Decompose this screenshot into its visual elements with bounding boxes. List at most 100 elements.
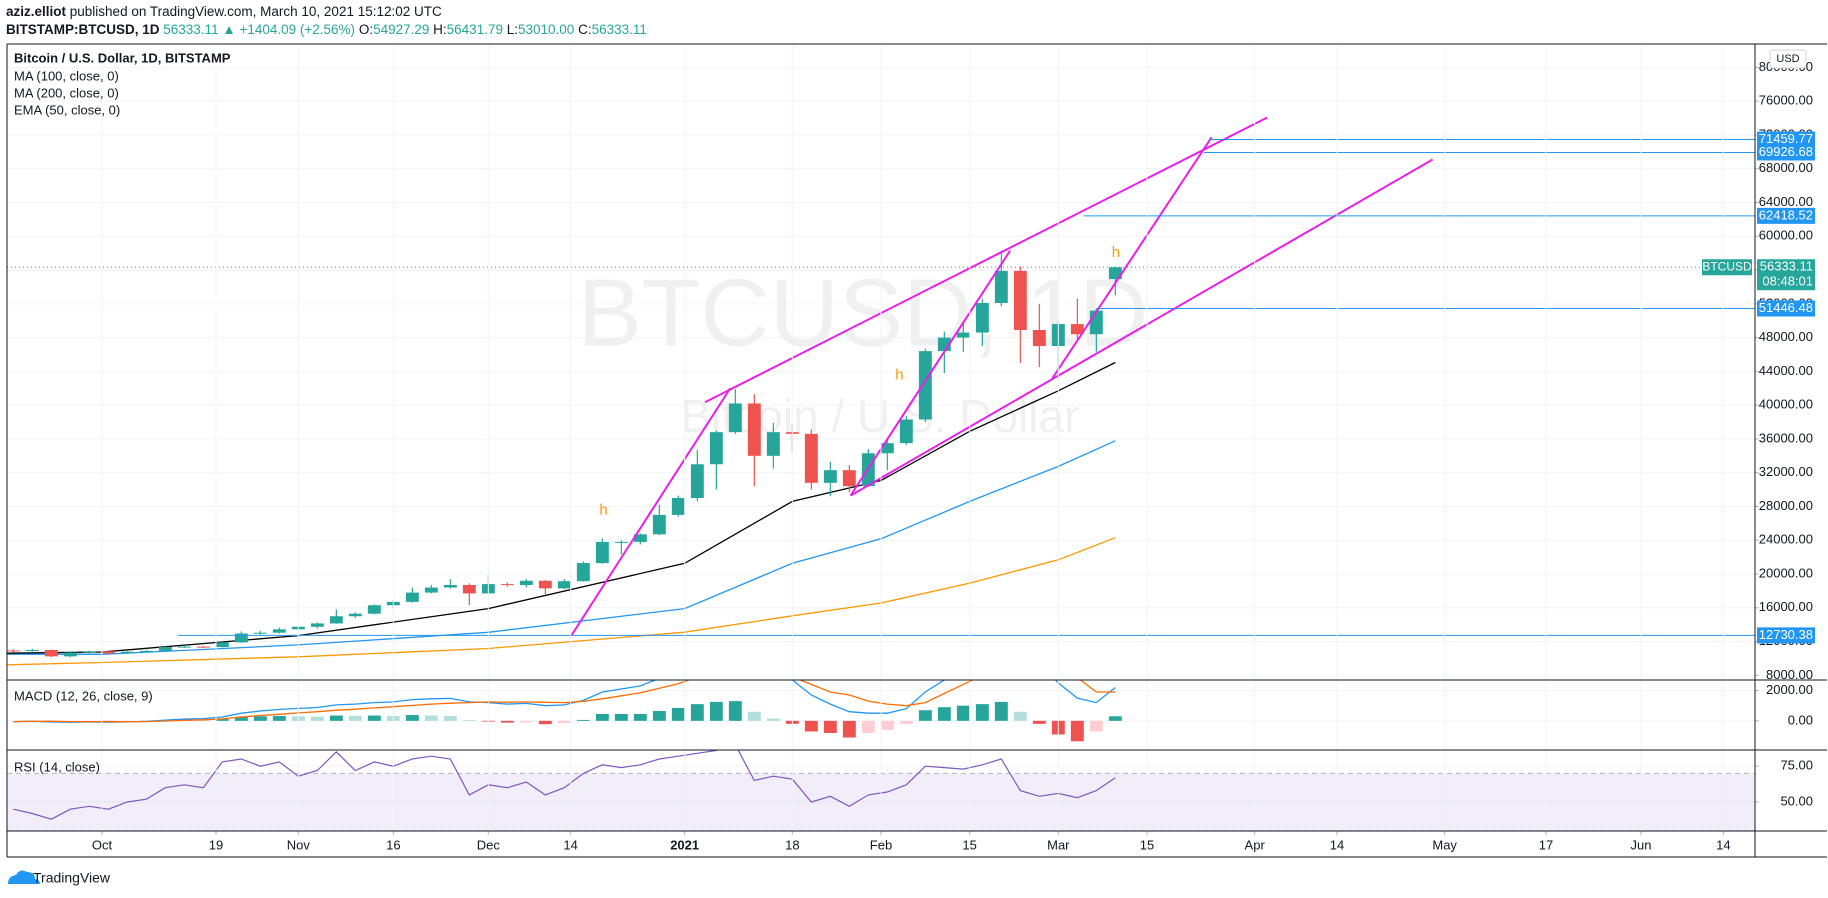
- y-tick-label: 32000.00: [1759, 464, 1813, 479]
- ma-line: [7, 537, 1116, 666]
- macd-hist: [652, 710, 666, 721]
- x-tick-label: May: [1432, 837, 1457, 852]
- candle-body: [272, 629, 286, 633]
- candle-body: [1108, 267, 1122, 280]
- x-tick-label: 19: [209, 837, 223, 852]
- candle-body: [994, 270, 1008, 303]
- level-label: 69926.68: [1759, 144, 1813, 159]
- x-tick-label: 14: [1330, 837, 1344, 852]
- q-key: L:: [506, 22, 518, 37]
- macd-hist: [937, 707, 951, 721]
- x-tick-label: Apr: [1245, 837, 1266, 852]
- y-tick-label: 24000.00: [1759, 532, 1813, 547]
- signal-line: [13, 680, 1116, 723]
- pane-title: MACD (12, 26, close, 9): [14, 688, 153, 703]
- candle-body: [120, 651, 134, 654]
- x-tick-label: Nov: [287, 837, 311, 852]
- macd-hist: [424, 715, 438, 721]
- change: ▲ +1404.09 (+2.56%): [222, 22, 356, 37]
- candle-body: [329, 616, 343, 624]
- y-tick-label: 48000.00: [1759, 329, 1813, 344]
- q-key: O:: [358, 22, 374, 37]
- candle-body: [880, 443, 894, 454]
- legend-entry: MA (100, close, 0): [14, 68, 119, 83]
- legend-entry: EMA (50, close, 0): [14, 102, 120, 117]
- candle-body: [462, 584, 476, 594]
- candle-body: [348, 613, 362, 617]
- candle-body: [405, 592, 419, 602]
- q-val: 54927.29: [373, 22, 430, 37]
- macd-hist: [1032, 720, 1046, 724]
- candle-body: [709, 432, 723, 465]
- level-label: 12730.38: [1759, 627, 1813, 642]
- macd-line: [13, 680, 1116, 723]
- trendline: [570, 387, 732, 637]
- candle-body: [1032, 329, 1046, 347]
- y-tick-label: 40000.00: [1759, 397, 1813, 412]
- level-badge: [1757, 627, 1815, 644]
- macd-hist: [310, 716, 324, 721]
- macd-hist: [329, 715, 343, 721]
- footer: TradingView: [33, 870, 111, 886]
- wave-mark: h: [895, 366, 903, 383]
- q-val: 56431.79: [446, 22, 503, 37]
- macd-hist: [842, 720, 856, 738]
- x-tick-label: Dec: [477, 837, 501, 852]
- candle-body: [842, 470, 856, 487]
- macd-hist: [367, 715, 381, 721]
- y-tick-label: 16000.00: [1759, 599, 1813, 614]
- x-tick-label: Mar: [1047, 837, 1070, 852]
- macd-hist: [880, 720, 894, 730]
- candle-body: [538, 580, 552, 589]
- countdown: 08:48:01: [1762, 274, 1813, 289]
- candle-body: [557, 581, 571, 589]
- trendline: [849, 250, 1012, 497]
- q-val: 53010.00: [518, 22, 575, 37]
- macd-hist: [576, 719, 590, 721]
- pane-title: RSI (14, close): [14, 759, 100, 774]
- candle-body: [918, 351, 932, 420]
- level-badge: [1757, 131, 1815, 148]
- candle-body: [690, 464, 704, 499]
- candle-body: [101, 651, 115, 654]
- price-label: 56333.11: [1760, 259, 1813, 274]
- candle-body: [899, 419, 913, 444]
- trendline: [1051, 136, 1213, 380]
- x-tick-label: 14: [1716, 837, 1730, 852]
- candle-body: [766, 432, 780, 456]
- macd-hist: [804, 720, 818, 732]
- macd-hist: [747, 711, 761, 721]
- candle-body: [25, 650, 39, 652]
- y-tick-label: 75.00: [1780, 758, 1813, 773]
- macd-hist: [538, 720, 552, 725]
- ma-line: [7, 440, 1116, 655]
- candle-body: [956, 332, 970, 338]
- macd-hist: [690, 704, 704, 721]
- candle-body: [804, 433, 818, 483]
- candle-body: [253, 632, 267, 634]
- candle-body: [823, 470, 837, 483]
- candle-body: [310, 623, 324, 627]
- y-tick-label: 0.00: [1788, 712, 1813, 727]
- candle-body: [614, 541, 628, 543]
- symbol-badge: BTCUSD: [1702, 259, 1752, 273]
- quote: O:54927.29 H:56431.79 L:53010.00 C:56333…: [359, 22, 647, 37]
- y-tick-label: 68000.00: [1759, 160, 1813, 175]
- candle-body: [139, 650, 153, 652]
- macd-hist: [899, 720, 913, 724]
- symbol-badge-bg: [1702, 259, 1752, 276]
- macd-hist: [728, 701, 742, 721]
- macd-hist: [975, 704, 989, 721]
- macd-hist: [519, 720, 533, 723]
- candle-body: [158, 647, 172, 651]
- macd-hist: [671, 707, 685, 721]
- watermark: BTCUSD, 1D: [578, 259, 1149, 366]
- q-val: 56333.11: [591, 22, 647, 37]
- candle-body: [652, 514, 666, 535]
- x-tick-label: 17: [1539, 837, 1553, 852]
- candle-body: [82, 651, 96, 653]
- macd-hist: [766, 718, 780, 721]
- macd-hist: [614, 714, 628, 721]
- macd-hist: [405, 715, 419, 721]
